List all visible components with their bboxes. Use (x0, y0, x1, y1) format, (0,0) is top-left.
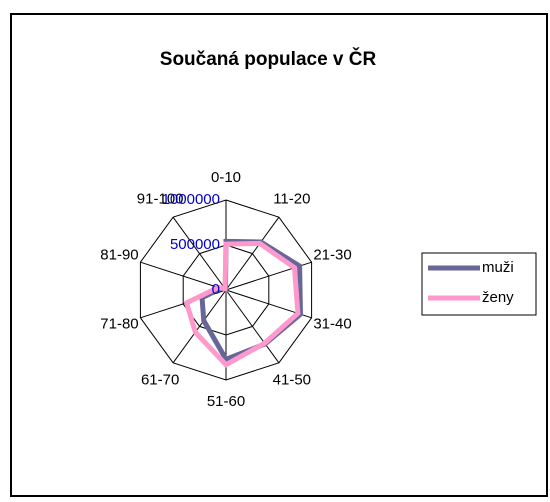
spoke (225, 289, 280, 364)
axis-tick-label: 500000 (170, 236, 220, 253)
spoke (225, 216, 280, 291)
legend-label: muži (482, 259, 514, 276)
category-label: 41-50 (273, 372, 311, 389)
chart-title: Součaná populace v ČR (160, 48, 377, 70)
spoke (172, 289, 227, 364)
axis-tick-label: 0 (212, 281, 220, 298)
category-label: 61-70 (141, 372, 179, 389)
series-line (183, 240, 301, 368)
category-label: 51-60 (207, 393, 245, 410)
spoke (140, 261, 227, 291)
axis-tick-label: 1000000 (162, 191, 220, 208)
legend-label: ženy (482, 289, 514, 306)
spoke (172, 216, 227, 291)
category-label: 71-80 (100, 316, 138, 333)
category-label: 91-100 (137, 190, 184, 207)
legend-box (421, 252, 537, 316)
category-label: 81-90 (100, 246, 138, 263)
category-label: 31-40 (313, 316, 351, 333)
category-label: 21-30 (313, 246, 351, 263)
category-label: 11-20 (273, 190, 310, 207)
category-label: 0-10 (211, 169, 241, 186)
